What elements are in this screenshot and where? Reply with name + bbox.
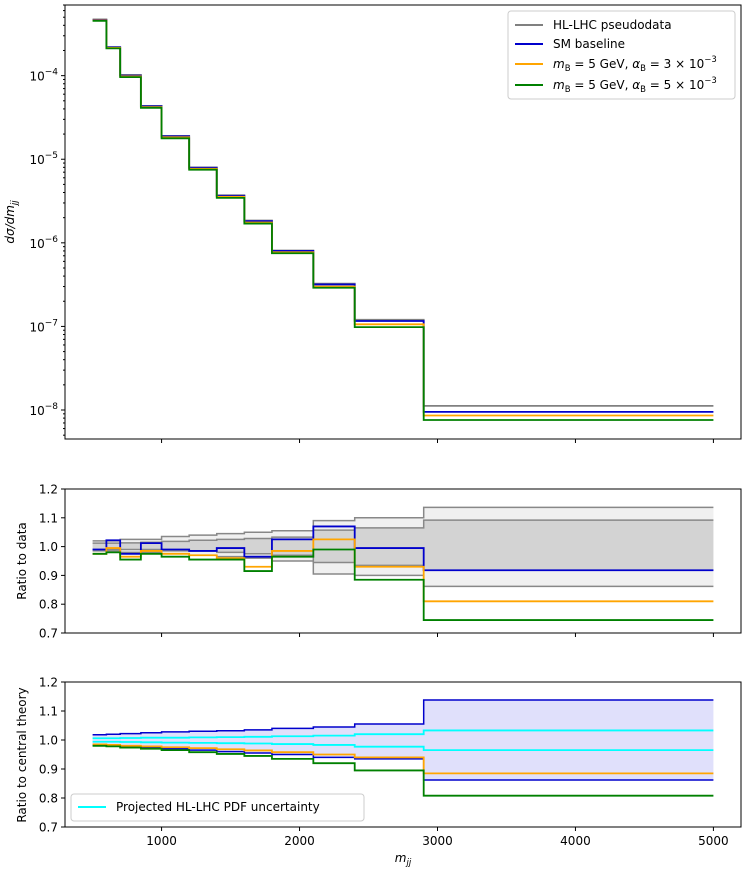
legend-entry-label: Projected HL-LHC PDF uncertainty <box>116 800 320 814</box>
main-panel: 10−8 10−7 10−6 10−5 10−4 dσ/dmjj HL-LHC pseu… <box>3 4 742 443</box>
series-line-m-b-5-gev-b-5-10-3 <box>92 744 714 797</box>
ratio-data-panel: 0.7 0.8 0.9 1.0 1.1 1.2 Ratio to data <box>15 483 742 641</box>
ratio-data-y-ticks: 0.7 0.8 0.9 1.0 1.1 1.2 <box>39 483 65 641</box>
ratio-theory-x-ticks: 1000 2000 3000 4000 5000 <box>146 827 729 848</box>
main-legend: HL-LHC pseudodata SM baseline mB = 5 GeV, … <box>507 10 736 100</box>
band-upper-edge-outer-data-uncertainty <box>92 506 714 542</box>
legend-entry-label: mB = 5 GeV, αB = 3 × 10−3 <box>553 55 717 74</box>
series-line-m-b-5-gev-b-5-10-3 <box>92 19 714 421</box>
band-sm-theory-uncertainty <box>92 699 714 781</box>
y-tick-label: 10−8 <box>29 402 58 418</box>
x-tick-label: 4000 <box>560 834 591 848</box>
y-tick-label: 10−4 <box>29 68 58 84</box>
ratio-theory-frame <box>64 681 742 828</box>
legend-entry-label: SM baseline <box>553 37 625 51</box>
main-plot-area <box>92 18 714 421</box>
y-tick-label: 10−7 <box>29 318 58 334</box>
y-tick-label: 1.1 <box>39 705 58 719</box>
legend-frame <box>507 10 736 100</box>
band-inner-data-uncertainty <box>92 520 714 571</box>
y-tick-label: 0.9 <box>39 763 58 777</box>
ratio-theory-panel: 0.70.80.91.01.11.2 1000 2000 3000 4000 5000 … <box>15 676 742 868</box>
y-tick-label: 1.2 <box>39 676 58 690</box>
main-x-ticks <box>161 439 714 443</box>
y-tick-label: 10−5 <box>29 151 58 167</box>
y-tick-label: 1.0 <box>39 734 58 748</box>
y-tick-label: 1.1 <box>39 511 58 525</box>
y-tick-label: 1.0 <box>39 540 58 554</box>
legend-frame <box>70 793 365 822</box>
series-line-m-b-5-gev-b-5-10-3 <box>92 548 714 621</box>
main-y-axis-label: dσ/dmjj <box>3 200 20 244</box>
y-tick-label: 10−6 <box>29 235 58 251</box>
legend-entry-label: HL-LHC pseudodata <box>553 18 672 32</box>
y-tick-label: 0.8 <box>39 598 58 612</box>
x-axis-label: mjj <box>395 851 412 868</box>
legend-entry-label: mB = 5 GeV, αB = 5 × 10−3 <box>553 76 717 95</box>
ratio-data-plot-area <box>92 506 714 621</box>
y-tick-label: 0.7 <box>39 821 58 835</box>
x-tick-label: 5000 <box>698 834 729 848</box>
y-tick-label: 1.2 <box>39 483 58 497</box>
main-y-ticks: 10−8 10−7 10−6 10−5 10−4 <box>29 4 65 436</box>
ratio-theory-y-axis-label: Ratio to central theory <box>15 687 29 822</box>
series-line-projected-hl-lhc-pdf-uncertainty-lower <box>92 740 714 752</box>
series-line-projected-hl-lhc-pdf-uncertainty-upper <box>92 729 714 740</box>
x-tick-label: 1000 <box>146 834 177 848</box>
x-tick-label: 2000 <box>284 834 315 848</box>
x-tick-label: 3000 <box>422 834 453 848</box>
ratio-data-frame <box>64 488 742 634</box>
band-upper-edge-sm-theory-uncertainty <box>92 699 714 736</box>
ratio-theory-legend: Projected HL-LHC PDF uncertainty <box>70 793 365 822</box>
ratio-theory-plot-area <box>92 699 714 797</box>
ratio-data-x-ticks <box>161 633 714 637</box>
ratio-data-y-axis-label: Ratio to data <box>15 522 29 600</box>
y-tick-label: 0.7 <box>39 627 58 641</box>
y-tick-label: 0.8 <box>39 792 58 806</box>
ratio-theory-y-ticks: 0.7 0.8 0.9 1.0 1.1 1.2 <box>39 676 65 835</box>
main-frame <box>64 4 742 440</box>
y-tick-label: 0.9 <box>39 569 58 583</box>
